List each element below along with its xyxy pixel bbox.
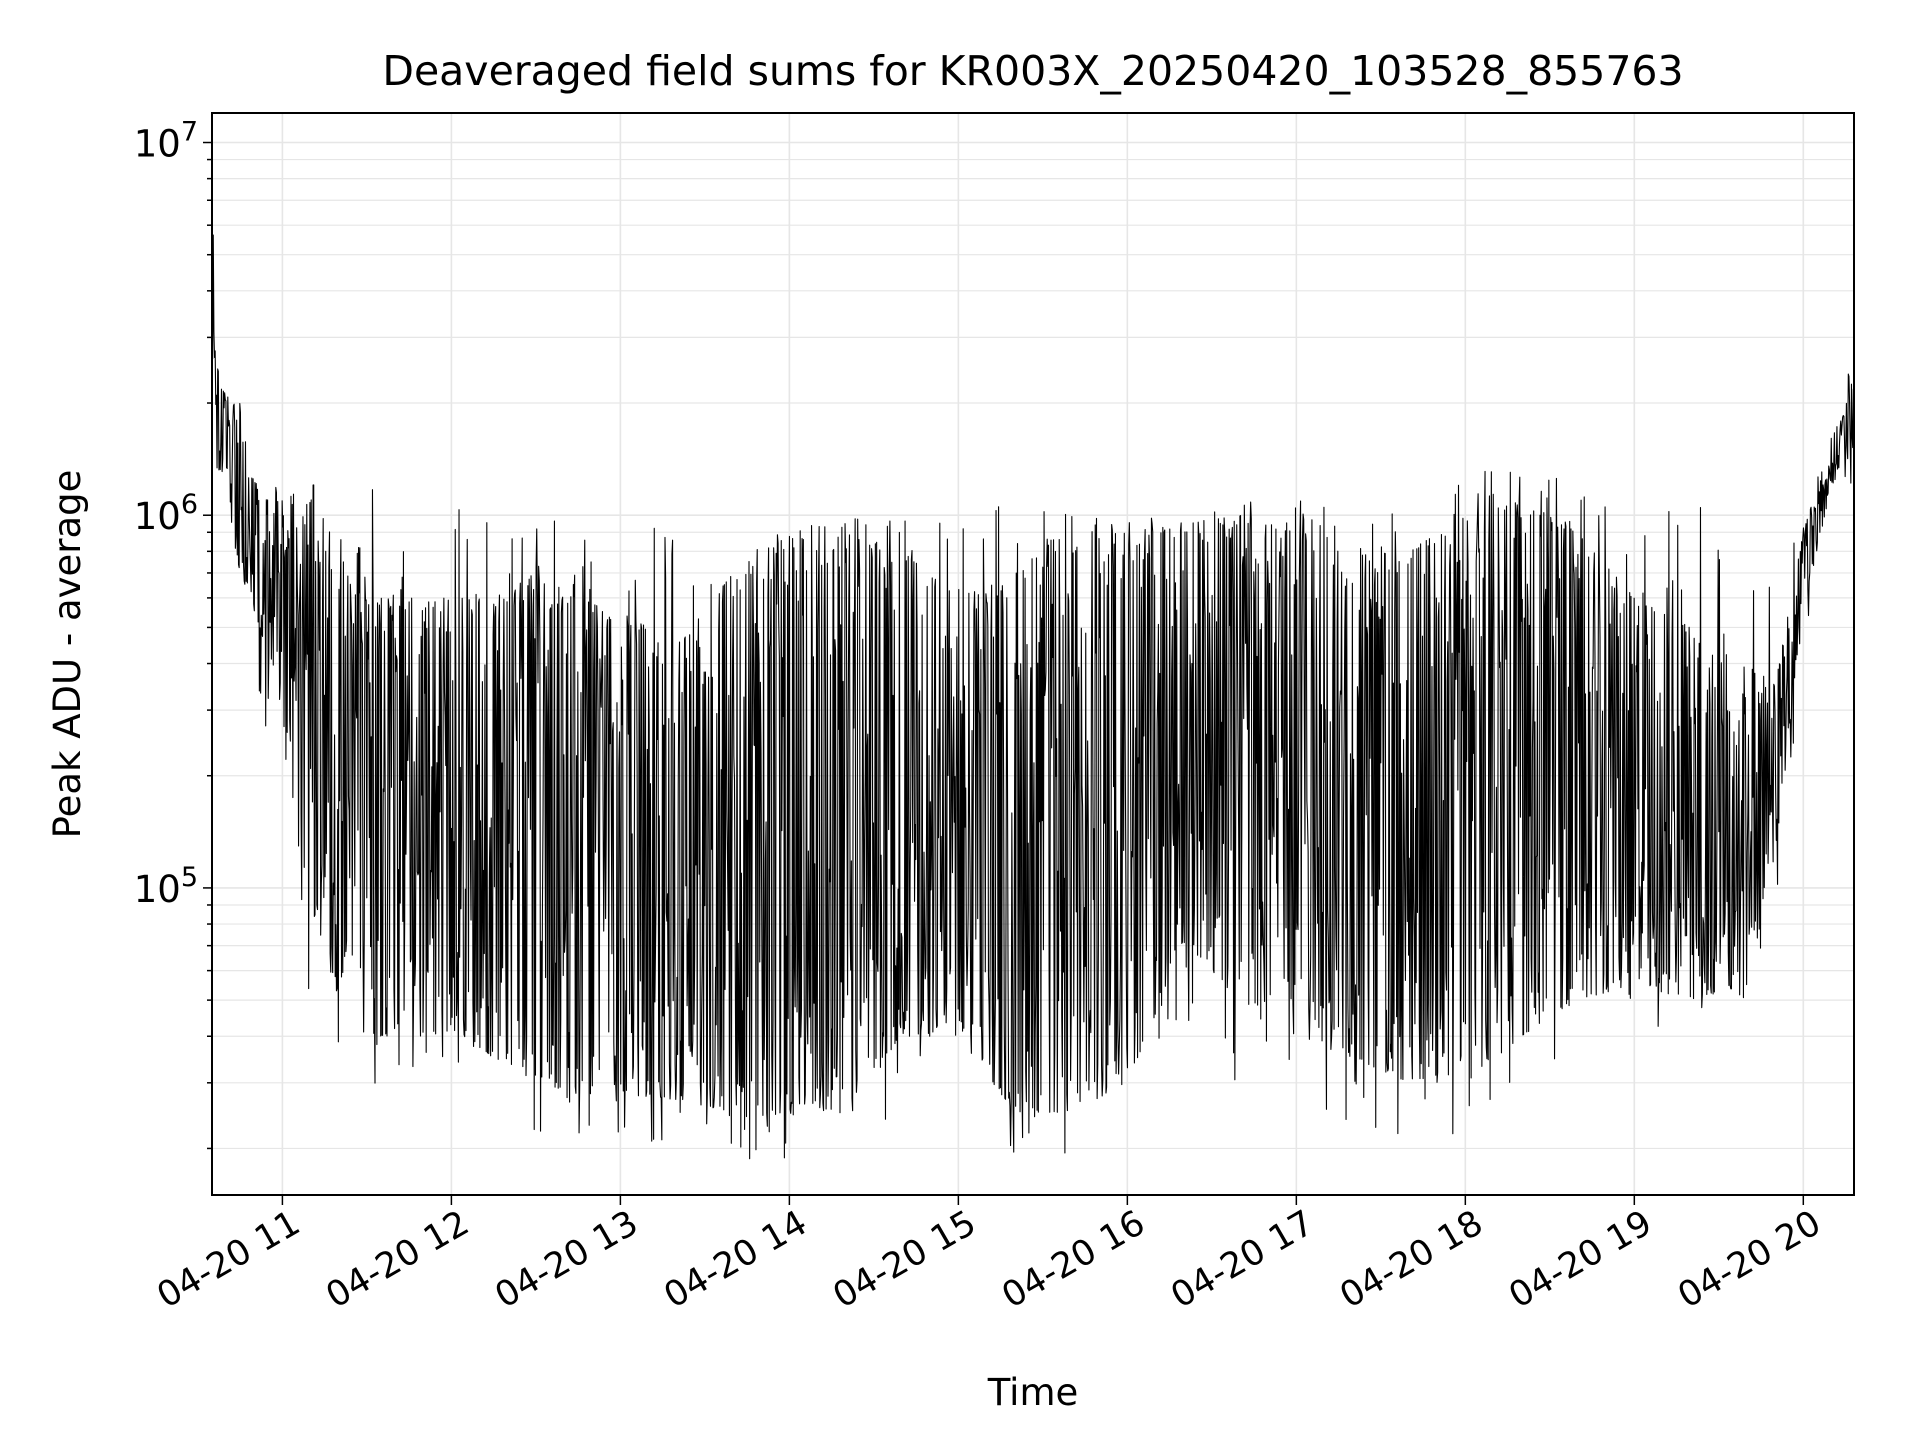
y-tick-label: 107 (134, 117, 198, 166)
x-tick-label: 04-20 20 (1672, 1203, 1828, 1316)
y-axis-ticks: 105 106 107 (134, 117, 212, 1150)
series-line (211, 234, 1855, 1160)
x-tick-label: 04-20 15 (827, 1203, 983, 1316)
chart-title: Deaveraged field sums for KR003X_2025042… (382, 47, 1683, 95)
y-tick-label: 105 (134, 862, 198, 911)
data-series-path (211, 234, 1855, 1160)
x-tick-label: 04-20 13 (489, 1203, 645, 1316)
x-tick-label: 04-20 11 (151, 1203, 307, 1316)
y-tick-label: 106 (134, 489, 198, 538)
x-tick-label: 04-20 12 (320, 1203, 476, 1316)
x-axis-ticks: 04-20 11 04-20 12 04-20 13 04-20 14 04-20 15… (151, 1195, 1828, 1316)
x-tick-label: 04-20 14 (658, 1203, 814, 1316)
x-tick-label: 04-20 19 (1503, 1203, 1659, 1316)
plot-frame (211, 112, 1855, 1196)
y-axis-label: Peak ADU - average (46, 470, 89, 839)
x-tick-label: 04-20 18 (1334, 1203, 1490, 1316)
x-tick-label: 04-20 16 (996, 1203, 1152, 1316)
x-tick-label: 04-20 17 (1165, 1203, 1321, 1316)
x-axis-label: Time (987, 1371, 1079, 1414)
